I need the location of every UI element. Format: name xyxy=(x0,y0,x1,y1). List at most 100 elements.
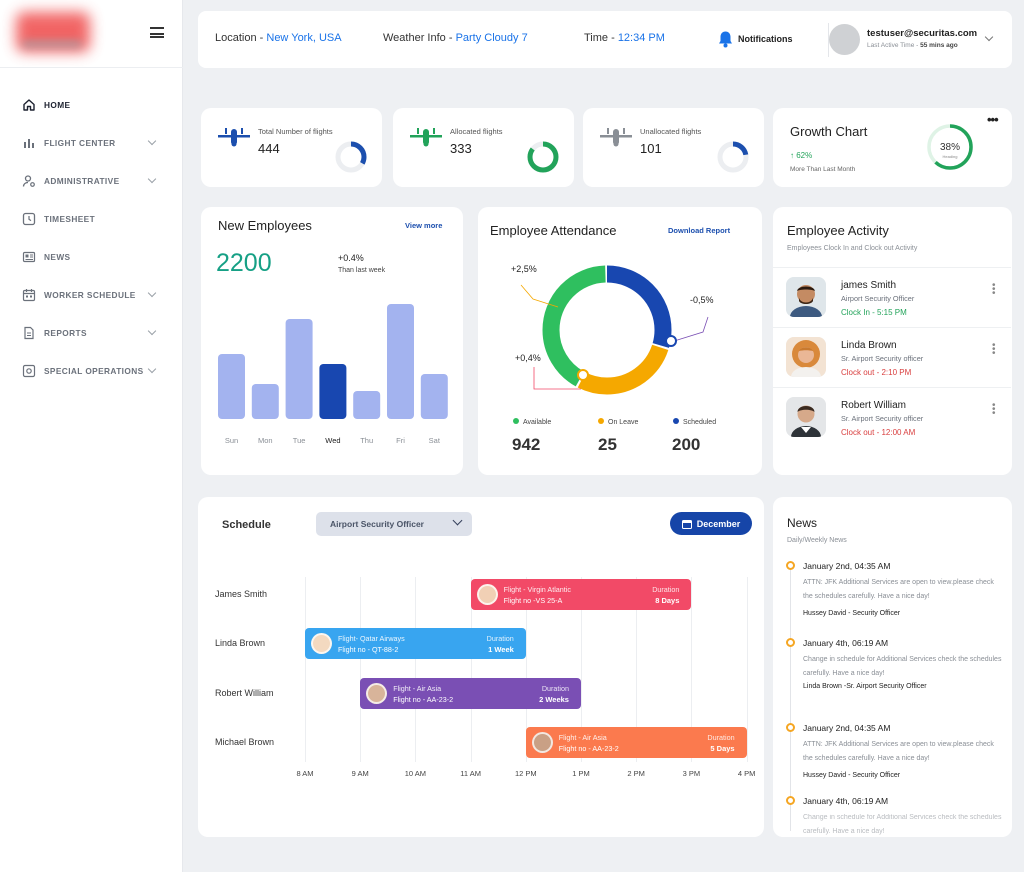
chevron-down-icon[interactable] xyxy=(147,364,157,374)
stat-label: Total Number of flights xyxy=(258,127,333,136)
ring-sub: Heading xyxy=(943,154,958,159)
chevron-down-icon[interactable] xyxy=(147,326,157,336)
schedule-card: Schedule Airport Security Officer Decemb… xyxy=(198,497,764,837)
bar-thu[interactable] xyxy=(353,391,381,419)
sidebar-item-flight-center[interactable]: FLIGHT CENTER xyxy=(0,124,183,162)
role-select-value: Airport Security Officer xyxy=(330,519,424,529)
employee-name: Robert William xyxy=(841,400,907,411)
growth-chart-card: Growth Chart ↑ 62% More Than Last Month … xyxy=(773,108,1012,187)
donut-marker xyxy=(665,335,677,347)
user-menu-chevron-icon[interactable] xyxy=(984,32,994,42)
sidebar-item-administrative[interactable]: ADMINISTRATIVE xyxy=(0,162,183,200)
duration-label: Duration xyxy=(707,733,735,742)
activity-row[interactable]: james Smith Airport Security Officer Clo… xyxy=(773,267,1011,327)
airplane-icon xyxy=(600,128,632,147)
donut-fill xyxy=(335,141,367,173)
time-tick-label: 10 AM xyxy=(404,769,427,778)
activity-title: Employee Activity xyxy=(787,223,889,238)
time-tick-label: 4 PM xyxy=(737,769,756,778)
flight-name: Flight - Virgin Atlantic xyxy=(503,585,571,594)
stat-value: 333 xyxy=(450,141,472,156)
duration-label: Duration xyxy=(541,684,569,693)
sidebar-item-special-operations[interactable]: SPECIAL OPERATIONS xyxy=(0,352,183,390)
sidebar-item-timesheet[interactable]: TIMESHEET xyxy=(0,200,183,238)
month-button-label: December xyxy=(696,518,741,529)
download-report-link[interactable]: Download Report xyxy=(668,226,731,235)
location-info: Location - New York, USA xyxy=(215,32,342,44)
activity-row[interactable]: Robert William Sr. Airport Security offi… xyxy=(773,387,1011,475)
employee-photo xyxy=(786,277,826,317)
time-value: 12:34 PM xyxy=(617,32,665,44)
chevron-down-icon[interactable] xyxy=(147,288,157,298)
sidebar-item-label: SPECIAL OPERATIONS xyxy=(44,366,144,376)
row-options-icon[interactable]: • • • xyxy=(992,340,996,359)
sidebar-item-worker-schedule[interactable]: WORKER SCHEDULE xyxy=(0,276,183,314)
bar-fri[interactable] xyxy=(387,304,414,419)
bar-wed[interactable] xyxy=(319,364,347,419)
donut-fill xyxy=(717,141,749,173)
timeline-dot xyxy=(786,561,795,570)
news-author: Linda Brown -Sr. Airport Security Office… xyxy=(803,683,927,690)
leader-line xyxy=(533,367,581,390)
row-options-icon[interactable]: • • • xyxy=(992,280,996,299)
flight-number: Flight no -VS 25-A xyxy=(503,596,563,605)
time-tick-label: 9 AM xyxy=(351,769,369,778)
growth-ring-chart: 38%Heading xyxy=(927,124,973,170)
chevron-down-icon[interactable] xyxy=(147,136,157,146)
schedule-bar[interactable]: Flight - Air Asia Flight no - AA-23-2 Dura… xyxy=(525,727,747,758)
view-more-link[interactable]: View more xyxy=(405,221,443,230)
bar-tue[interactable] xyxy=(285,319,313,419)
sidebar-item-label: ADMINISTRATIVE xyxy=(44,176,120,186)
schedule-row-label: James Smith xyxy=(215,589,268,599)
bar-sat[interactable] xyxy=(420,374,448,419)
news-author: Hussey David - Security Officer xyxy=(803,772,901,779)
user-avatar[interactable] xyxy=(829,24,860,55)
more-options-icon[interactable]: ••• xyxy=(987,112,999,127)
legend-available: Available xyxy=(513,418,551,426)
donut-segment-available[interactable] xyxy=(542,265,672,395)
sidebar-item-label: FLIGHT CENTER xyxy=(44,138,116,148)
target-icon xyxy=(22,364,36,378)
activity-subtitle: Employees Clock In and Clock out Activit… xyxy=(787,245,918,252)
timeline-dot xyxy=(786,723,795,732)
sidebar-item-news[interactable]: NEWS xyxy=(0,238,183,276)
bar-mon[interactable] xyxy=(251,384,279,419)
home-icon xyxy=(22,98,36,112)
sidebar-item-label: HOME xyxy=(44,100,71,110)
activity-row[interactable]: Linda Brown Sr. Airport Security officer… xyxy=(773,327,1011,387)
notifications-button[interactable]: Notifications xyxy=(718,30,793,48)
sidebar-item-home[interactable]: HOME xyxy=(0,86,183,124)
sidebar-item-reports[interactable]: REPORTS xyxy=(0,314,183,352)
x-tick-label: Thu xyxy=(360,436,373,445)
employee-photo xyxy=(786,397,826,437)
weather-value: Party Cloudy 7 xyxy=(455,32,528,44)
schedule-bar[interactable]: Flight - Virgin Atlantic Flight no -VS 25… xyxy=(470,579,692,610)
donut-segment-on-leave[interactable] xyxy=(542,265,672,395)
calendar-icon xyxy=(681,519,692,529)
last-active-label: Last Active Time - xyxy=(867,42,921,49)
menu-toggle-icon[interactable] xyxy=(150,27,164,38)
schedule-bar[interactable]: Flight- Qatar Airways Flight no - QT-88-2… xyxy=(305,628,526,659)
stat-donut-chart xyxy=(527,141,559,173)
news-date: January 4th, 06:19 AM xyxy=(803,638,889,648)
time-tick-label: 12 PM xyxy=(514,769,537,778)
month-button[interactable]: December xyxy=(670,512,752,535)
employee-role: Airport Security Officer xyxy=(841,294,915,303)
available-count: 942 xyxy=(512,435,541,454)
clock-status: Clock out - 2:10 PM xyxy=(841,368,912,377)
grid-line xyxy=(360,577,362,762)
schedule-bar[interactable]: Flight - Air Asia Flight no - AA-23-2 Dura… xyxy=(360,678,581,709)
grid-line xyxy=(415,577,417,762)
duration-value: 8 Days xyxy=(655,596,680,605)
bar-sun[interactable] xyxy=(218,354,245,419)
role-select[interactable]: Airport Security Officer xyxy=(316,512,472,536)
donut-segment-scheduled[interactable] xyxy=(542,265,672,395)
duration-value: 2 Weeks xyxy=(539,695,569,704)
news-timeline-line xyxy=(790,566,791,831)
employee-role: Sr. Airport Security officer xyxy=(841,354,924,363)
location-label: Location - xyxy=(215,32,267,44)
chevron-down-icon[interactable] xyxy=(147,174,157,184)
row-options-icon[interactable]: • • • xyxy=(992,400,996,419)
grid-line xyxy=(581,577,582,762)
news-card: News Daily/Weekly News January 2nd, 04:3… xyxy=(773,497,1012,837)
